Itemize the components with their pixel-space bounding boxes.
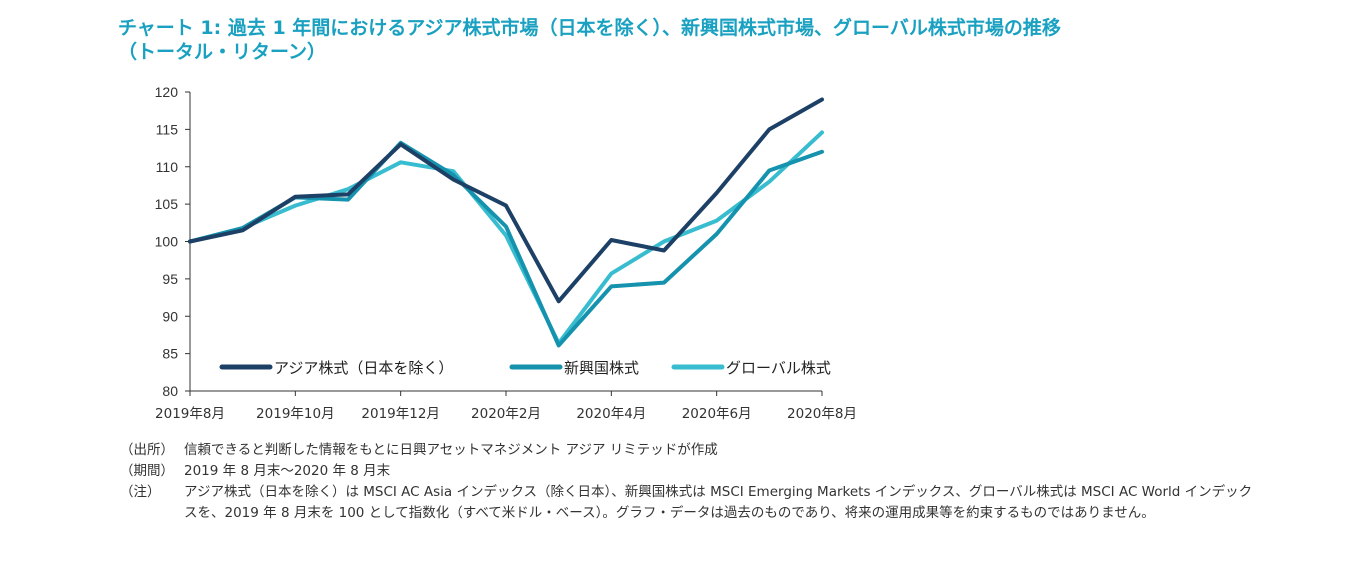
x-tick-label: 2019年12月 — [361, 406, 440, 422]
y-tick-label: 95 — [162, 271, 178, 287]
legend-label: 新興国株式 — [564, 359, 639, 377]
y-tick-label: 80 — [162, 383, 178, 399]
y-tick-label: 90 — [162, 308, 178, 324]
note-source: （出所） 信頼できると判断した情報をもとに日興アセットマネジメント アジア リミ… — [120, 440, 1254, 461]
chart-notes: （出所） 信頼できると判断した情報をもとに日興アセットマネジメント アジア リミ… — [120, 440, 1254, 524]
note-remarks-key: （注） — [120, 484, 161, 500]
note-period-text: 2019 年 8 月末～2020 年 8 月末 — [184, 463, 391, 479]
x-tick-label: 2020年8月 — [787, 406, 857, 422]
x-tick-label: 2020年4月 — [576, 406, 646, 422]
note-period: （期間） 2019 年 8 月末～2020 年 8 月末 — [120, 461, 1254, 482]
series-line — [188, 140, 824, 348]
x-tick-label: 2020年6月 — [682, 406, 752, 422]
x-tick-label: 2019年10月 — [256, 406, 335, 422]
chart-title-line1: チャート 1: 過去 1 年間におけるアジア株式市場（日本を除く）、新興国株式市… — [118, 17, 1061, 39]
legend-label: グローバル株式 — [726, 359, 831, 377]
y-tick-label: 105 — [155, 196, 179, 212]
y-tick-label: 100 — [155, 234, 179, 250]
note-remarks-text: アジア株式（日本を除く）は MSCI AC Asia インデックス（除く日本）、… — [184, 484, 1253, 521]
series-line — [188, 130, 824, 346]
note-period-key: （期間） — [120, 463, 174, 479]
line-chart: 80 85 90 95 100 105 110 115 120 2019年8月 2019年10月 20… — [155, 84, 857, 422]
chart-title-line2: （トータル・リターン） — [118, 41, 327, 63]
legend-label: アジア株式（日本を除く） — [274, 359, 453, 377]
chart-title: チャート 1: 過去 1 年間におけるアジア株式市場（日本を除く）、新興国株式市… — [118, 16, 1318, 64]
note-source-key: （出所） — [120, 442, 174, 458]
series-line — [188, 97, 824, 304]
x-tick-label: 2019年8月 — [155, 406, 225, 422]
x-tick-label: 2020年2月 — [471, 406, 541, 422]
y-tick-label: 120 — [155, 84, 179, 100]
y-tick-label: 85 — [162, 346, 178, 362]
note-source-text: 信頼できると判断した情報をもとに日興アセットマネジメント アジア リミテッドが作… — [184, 442, 718, 458]
note-remarks: （注） アジア株式（日本を除く）は MSCI AC Asia インデックス（除く… — [120, 482, 1254, 524]
y-tick-label: 115 — [156, 121, 179, 137]
y-tick-label: 110 — [156, 159, 179, 175]
